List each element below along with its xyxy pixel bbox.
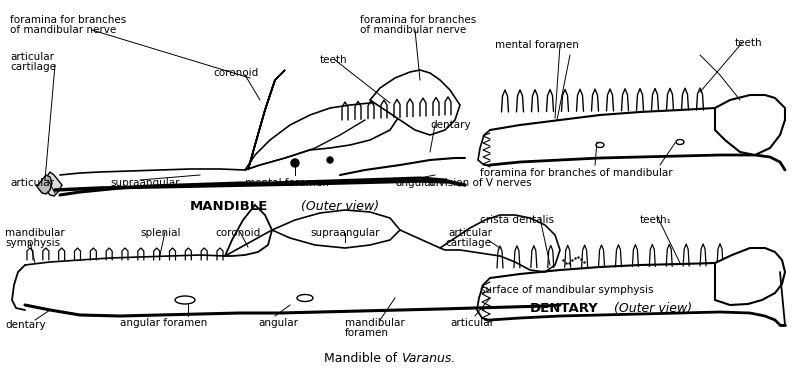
Text: surface of mandibular symphysis: surface of mandibular symphysis <box>480 285 654 295</box>
Text: foramina for branches: foramina for branches <box>360 15 476 25</box>
Text: crista dentalis: crista dentalis <box>480 215 554 225</box>
Text: teeth₁: teeth₁ <box>640 215 672 225</box>
Text: coronoid: coronoid <box>215 228 261 238</box>
Text: articular: articular <box>448 228 492 238</box>
Text: angular foramen: angular foramen <box>120 318 207 328</box>
Text: splenial: splenial <box>140 228 180 238</box>
Text: dentary: dentary <box>430 120 471 130</box>
Text: articular: articular <box>10 178 54 188</box>
Text: foramen: foramen <box>345 328 389 338</box>
Text: cartilage: cartilage <box>445 238 491 248</box>
Text: angular: angular <box>258 318 298 328</box>
Text: teeth: teeth <box>735 38 763 48</box>
Text: mental foramen: mental foramen <box>495 40 579 50</box>
Text: Mandible of: Mandible of <box>324 352 401 365</box>
Ellipse shape <box>676 139 684 145</box>
Text: coronoid: coronoid <box>213 68 258 78</box>
Text: dentary: dentary <box>5 320 46 330</box>
Polygon shape <box>225 205 272 256</box>
Polygon shape <box>715 95 785 155</box>
Ellipse shape <box>297 295 313 302</box>
Polygon shape <box>715 248 785 305</box>
Text: symphysis: symphysis <box>5 238 60 248</box>
Polygon shape <box>272 210 400 248</box>
Text: DENTARY: DENTARY <box>530 302 599 315</box>
Text: supraangular: supraangular <box>310 228 379 238</box>
Polygon shape <box>370 70 460 135</box>
Circle shape <box>291 159 299 167</box>
Text: foramina for branches: foramina for branches <box>10 15 126 25</box>
Text: of mandibular nerve: of mandibular nerve <box>10 25 116 35</box>
Text: (Outer view): (Outer view) <box>610 302 692 315</box>
Text: articular: articular <box>10 52 54 62</box>
Text: Varanus.: Varanus. <box>401 352 456 365</box>
Text: mental foramen: mental foramen <box>245 178 329 188</box>
Text: MANDIBLE: MANDIBLE <box>190 200 269 213</box>
Ellipse shape <box>175 296 195 304</box>
Polygon shape <box>245 100 400 170</box>
Polygon shape <box>440 215 560 272</box>
Text: foramina for branches of mandibular: foramina for branches of mandibular <box>480 168 673 178</box>
Text: supraangular: supraangular <box>110 178 180 188</box>
Text: (Outer view): (Outer view) <box>297 200 379 213</box>
Text: angular: angular <box>395 178 435 188</box>
Circle shape <box>327 157 333 163</box>
Polygon shape <box>36 175 52 194</box>
Text: teeth: teeth <box>320 55 347 65</box>
Polygon shape <box>248 70 285 170</box>
Text: articular: articular <box>450 318 494 328</box>
Text: of mandibular nerve: of mandibular nerve <box>360 25 466 35</box>
Ellipse shape <box>596 142 604 148</box>
Text: division of V nerves: division of V nerves <box>429 178 531 188</box>
Text: mandibular: mandibular <box>5 228 65 238</box>
Text: mandibular: mandibular <box>345 318 405 328</box>
Polygon shape <box>42 172 62 196</box>
Text: cartilage: cartilage <box>10 62 56 72</box>
